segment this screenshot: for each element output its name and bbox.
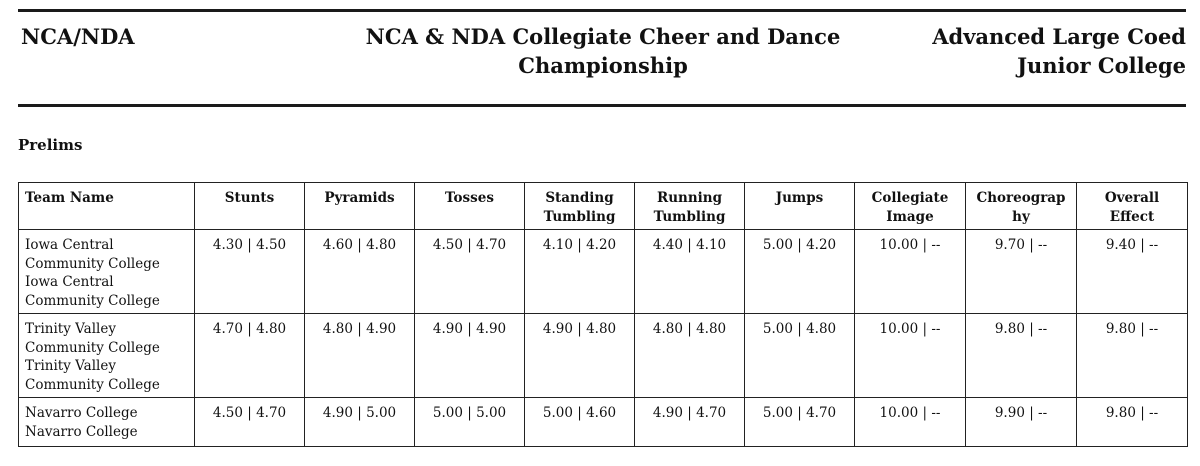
column-header-overall-effect: Overall Effect [1076,182,1188,230]
score-cell-jumps: 5.00 | 4.20 [744,229,855,314]
event-title: NCA & NDA Collegiate Cheer and Dance Cha… [365,24,841,78]
score-cell-tosses: 5.00 | 5.00 [414,397,525,447]
column-header-tosses: Tosses [414,182,525,230]
score-cell-choreography: 9.90 | -- [965,397,1077,447]
column-header-standing-tumbling: Standing Tumbling [524,182,635,230]
team-name-cell: Trinity Valley Community College Trinity V… [18,313,195,398]
team-name-cell: Iowa Central Community College Iowa Centra… [18,229,195,314]
column-header-pyramids: Pyramids [304,182,415,230]
column-header-choreography: Choreograp hy [965,182,1077,230]
scores-table: Team Name Stunts Pyramids Tosses Standin… [18,182,1188,447]
score-cell-collegiate-image: 10.00 | -- [854,397,966,447]
score-cell-stunts: 4.50 | 4.70 [194,397,305,447]
column-header-team-name: Team Name [18,182,195,230]
score-cell-collegiate-image: 10.00 | -- [854,313,966,398]
score-cell-standing-tumbling: 4.10 | 4.20 [524,229,635,314]
score-cell-pyramids: 4.80 | 4.90 [304,313,415,398]
score-cell-tosses: 4.90 | 4.90 [414,313,525,398]
score-cell-pyramids: 4.60 | 4.80 [304,229,415,314]
score-cell-pyramids: 4.90 | 5.00 [304,397,415,447]
column-header-jumps: Jumps [744,182,855,230]
score-cell-tosses: 4.50 | 4.70 [414,229,525,314]
score-cell-stunts: 4.70 | 4.80 [194,313,305,398]
table-row: Iowa Central Community College Iowa Centra… [18,229,1188,314]
division-name: Advanced Large Coed Junior College [932,24,1186,78]
organization-name: NCA/NDA [21,24,135,49]
table-header-row: Team Name Stunts Pyramids Tosses Standin… [18,182,1188,230]
header-bottom-rule [18,104,1186,107]
score-cell-overall-effect: 9.80 | -- [1076,397,1188,447]
score-cell-running-tumbling: 4.80 | 4.80 [634,313,745,398]
column-header-stunts: Stunts [194,182,305,230]
score-cell-jumps: 5.00 | 4.80 [744,313,855,398]
score-cell-running-tumbling: 4.40 | 4.10 [634,229,745,314]
table-row: Navarro College Navarro College 4.50 | 4.… [18,397,1188,447]
section-title: Prelims [18,136,83,154]
team-name-cell: Navarro College Navarro College [18,397,195,447]
score-cell-collegiate-image: 10.00 | -- [854,229,966,314]
score-cell-standing-tumbling: 4.90 | 4.80 [524,313,635,398]
score-cell-overall-effect: 9.40 | -- [1076,229,1188,314]
score-cell-running-tumbling: 4.90 | 4.70 [634,397,745,447]
score-cell-jumps: 5.00 | 4.70 [744,397,855,447]
score-cell-standing-tumbling: 5.00 | 4.60 [524,397,635,447]
column-header-running-tumbling: Running Tumbling [634,182,745,230]
header-top-rule [18,9,1186,12]
score-cell-choreography: 9.70 | -- [965,229,1077,314]
column-header-collegiate-image: Collegiate Image [854,182,966,230]
score-cell-overall-effect: 9.80 | -- [1076,313,1188,398]
score-cell-choreography: 9.80 | -- [965,313,1077,398]
score-cell-stunts: 4.30 | 4.50 [194,229,305,314]
table-row: Trinity Valley Community College Trinity V… [18,313,1188,398]
